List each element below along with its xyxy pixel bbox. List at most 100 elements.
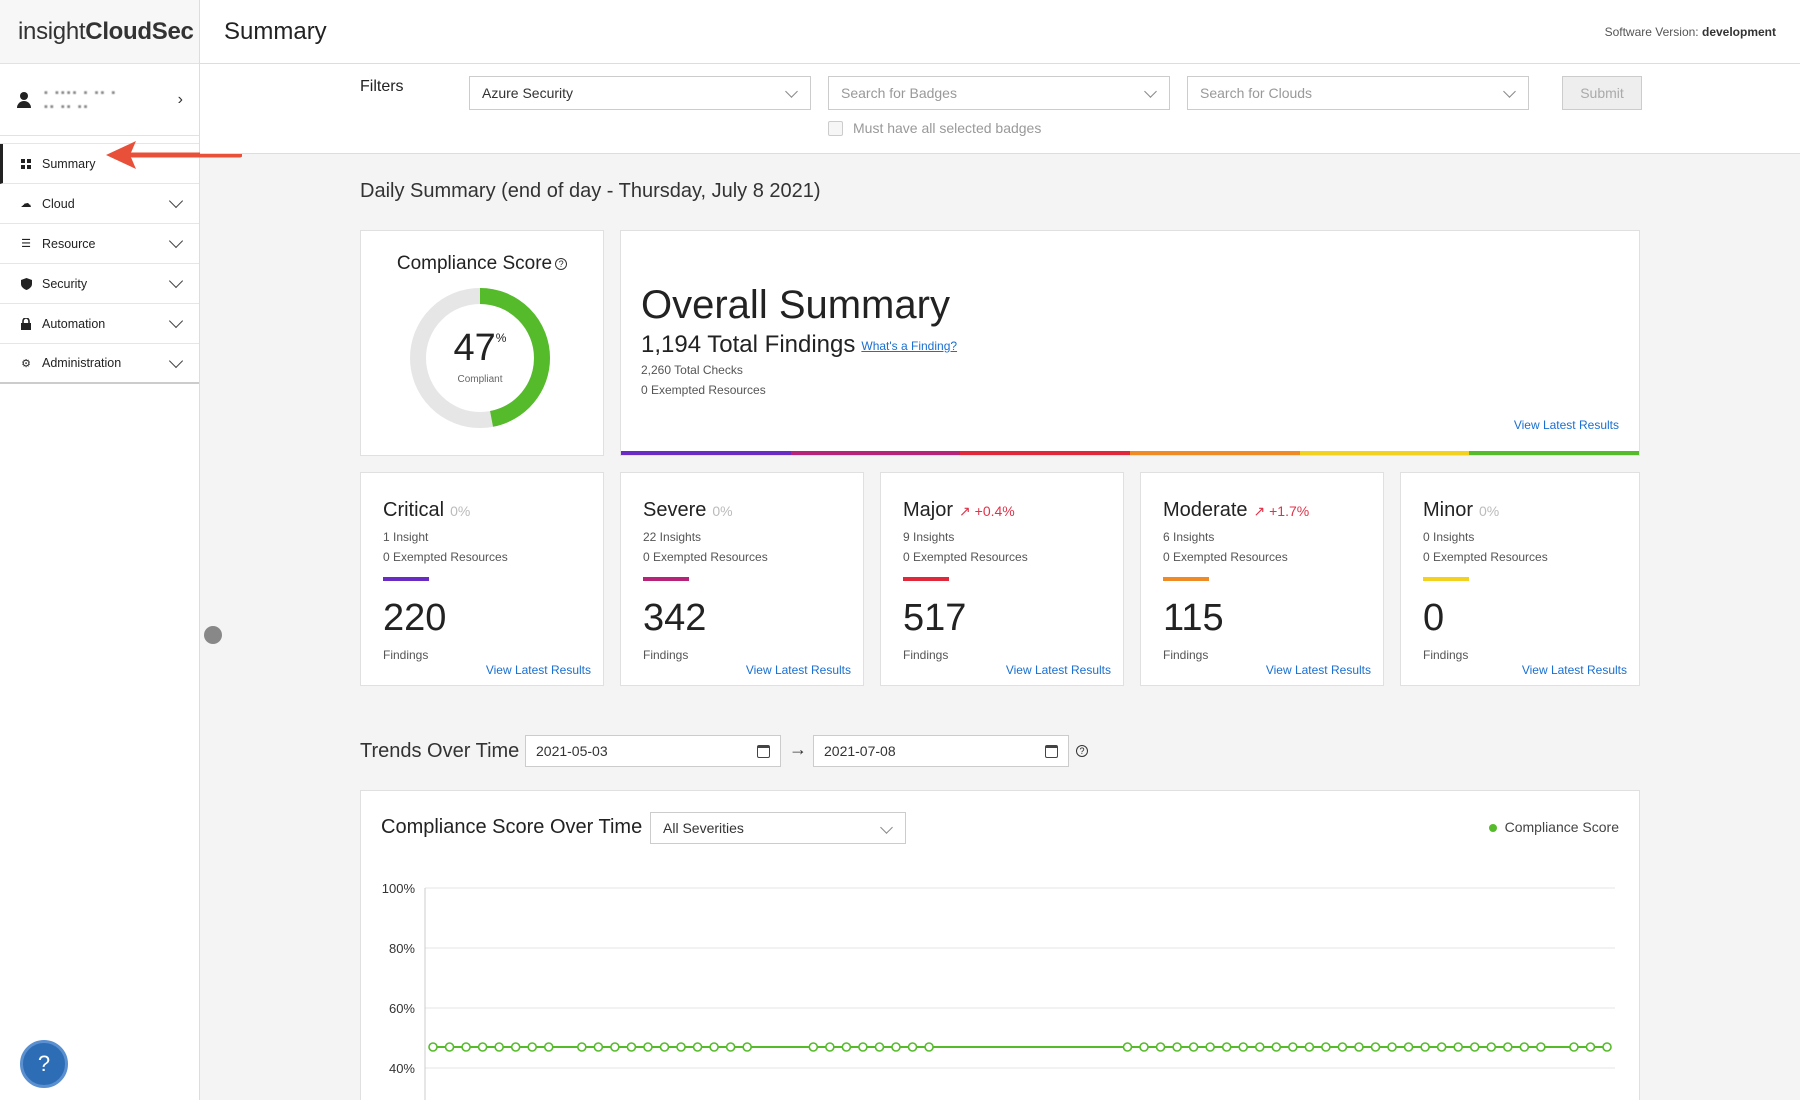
data-point[interactable] [1519,1042,1530,1052]
data-point[interactable] [841,1042,852,1052]
data-point[interactable] [1569,1042,1579,1052]
severity-exempted: 0 Exempted Resources [383,550,508,564]
severity-title: Moderate ↗ +1.7% [1163,499,1309,522]
data-point[interactable] [527,1042,538,1052]
data-point[interactable] [1420,1042,1430,1052]
data-point[interactable] [428,1042,438,1052]
data-point[interactable] [1370,1042,1381,1052]
data-point[interactable] [1321,1042,1331,1052]
data-point[interactable] [543,1042,554,1052]
sidebar-item-cloud[interactable]: ☁ Cloud [0,184,199,224]
data-point[interactable] [461,1042,471,1052]
user-menu[interactable]: ▪ ▪▪▪▪ ▪ ▪▪ ▪ ▪▪ ▪▪ ▪▪ › [0,64,199,136]
data-point[interactable] [1172,1042,1182,1052]
view-latest-results-link[interactable]: View Latest Results [1265,663,1371,677]
data-point[interactable] [626,1042,637,1052]
data-point[interactable] [858,1042,868,1052]
data-point[interactable] [1403,1042,1414,1052]
data-point[interactable] [1288,1042,1298,1052]
view-latest-results-link[interactable]: View Latest Results [1513,418,1619,432]
brand-logo[interactable]: insight CloudSec [0,0,199,64]
severity-exempted: 0 Exempted Resources [1163,550,1288,564]
compliance-number: 47 [453,327,496,369]
data-point[interactable] [1585,1042,1596,1052]
data-point[interactable] [1205,1042,1215,1052]
data-point[interactable] [874,1042,885,1052]
help-icon[interactable]: ? [1076,745,1088,757]
submit-button[interactable]: Submit [1562,76,1642,110]
must-have-badges-checkbox[interactable] [828,120,843,136]
view-latest-results-link[interactable]: View Latest Results [1521,663,1627,677]
data-point[interactable] [1387,1042,1397,1052]
calendar-icon[interactable] [1045,745,1058,758]
sidebar-item-resource[interactable]: ☰ Resource [0,224,199,264]
data-point[interactable] [808,1042,819,1052]
data-point[interactable] [1486,1042,1497,1052]
data-point[interactable] [643,1042,653,1052]
data-point[interactable] [891,1042,901,1052]
help-icon[interactable]: ? [555,257,568,270]
data-point[interactable] [1155,1042,1166,1052]
badges-search-select[interactable]: Search for Badges [828,76,1170,110]
data-point[interactable] [477,1042,488,1052]
severity-findings-label: Findings [903,648,949,662]
data-point[interactable] [692,1042,703,1052]
view-latest-results-link[interactable]: View Latest Results [1005,663,1111,677]
data-point[interactable] [1502,1042,1513,1052]
pack-select[interactable]: Azure Security [469,76,811,110]
rainbow-segment [1469,451,1640,455]
data-point[interactable] [725,1042,736,1052]
severity-title: Severe 0% [643,499,733,522]
data-point[interactable] [1337,1042,1348,1052]
data-point[interactable] [1453,1042,1463,1052]
data-point[interactable] [1122,1042,1133,1052]
data-point[interactable] [1304,1042,1315,1052]
data-point[interactable] [494,1042,504,1052]
data-point[interactable] [1221,1042,1232,1052]
data-point[interactable] [659,1042,670,1052]
data-point[interactable] [1354,1042,1364,1052]
help-button[interactable]: ? [20,1040,68,1088]
cloud-icon: ☁ [20,198,32,210]
data-point[interactable] [1254,1042,1265,1052]
chevron-down-icon [785,85,798,98]
data-point[interactable] [593,1042,604,1052]
user-name-line1: ▪ ▪▪▪▪ ▪ ▪▪ ▪ [44,86,118,99]
y-tick-label: 60% [389,1001,415,1016]
data-point[interactable] [709,1042,719,1052]
sidebar-item-administration[interactable]: ⚙ Administration [0,344,199,384]
data-point[interactable] [1238,1042,1249,1052]
data-point[interactable] [825,1042,835,1052]
calendar-icon[interactable] [757,745,770,758]
data-point[interactable] [907,1042,918,1052]
view-latest-results-link[interactable]: View Latest Results [745,663,851,677]
sidebar-item-summary[interactable]: Summary [0,144,199,184]
end-date-input[interactable]: 2021-07-08 [813,735,1069,767]
data-point[interactable] [924,1042,934,1052]
sidebar-item-automation[interactable]: Automation [0,304,199,344]
overall-summary-title: Overall Summary [641,283,950,327]
data-point[interactable] [444,1042,455,1052]
severity-filter-select[interactable]: All Severities [650,812,906,844]
data-point[interactable] [1271,1042,1282,1052]
data-point[interactable] [1536,1042,1546,1052]
data-point[interactable] [742,1042,752,1052]
data-point[interactable] [610,1042,620,1052]
data-point[interactable] [676,1042,686,1052]
clouds-search-select[interactable]: Search for Clouds [1187,76,1529,110]
data-point[interactable] [1436,1042,1447,1052]
data-point[interactable] [510,1042,521,1052]
whats-a-finding-link[interactable]: What's a Finding? [861,338,958,353]
severity-insights: 6 Insights [1163,530,1215,544]
data-point[interactable] [577,1042,587,1052]
sidebar-item-security[interactable]: Security [0,264,199,304]
data-point[interactable] [1469,1042,1480,1052]
data-point[interactable] [1188,1042,1199,1052]
sidebar-resize-handle[interactable] [204,626,222,644]
view-latest-results-link[interactable]: View Latest Results [485,663,591,677]
start-date-input[interactable]: 2021-05-03 [525,735,781,767]
data-point[interactable] [1139,1042,1149,1052]
chevron-down-icon [880,821,893,834]
severity-name: Major [903,499,954,521]
data-point[interactable] [1602,1042,1612,1052]
